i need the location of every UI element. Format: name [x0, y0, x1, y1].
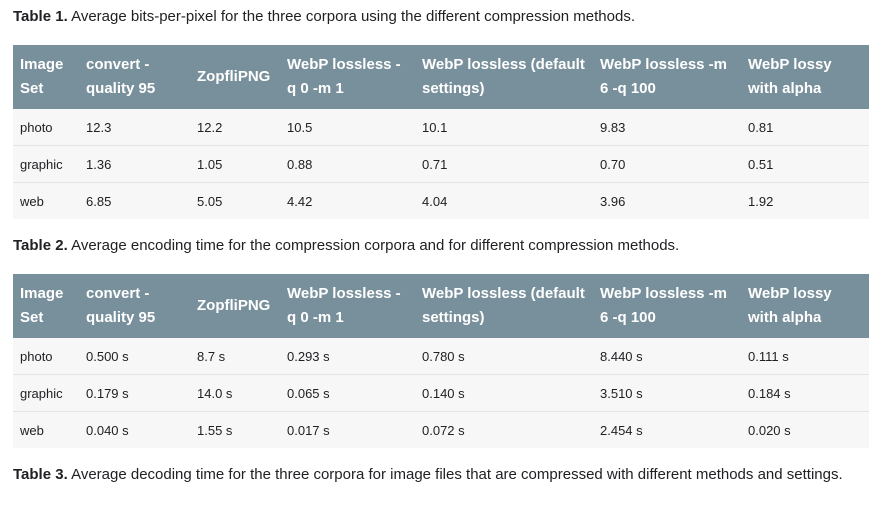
cell: 0.71: [415, 145, 593, 183]
cell: 1.55 s: [190, 411, 280, 448]
cell: 0.51: [741, 145, 869, 183]
header-image-set: Image Set: [13, 45, 79, 109]
cell: 0.072 s: [415, 411, 593, 448]
cell: 2.454 s: [593, 411, 741, 448]
header-convert: convert - quality 95: [79, 45, 190, 109]
table1-caption: Table 1. Average bits-per-pixel for the …: [13, 5, 863, 29]
table3-caption-text: Average decoding time for the three corp…: [67, 466, 843, 483]
cell: 10.5: [280, 109, 415, 146]
cell: 0.70: [593, 145, 741, 183]
header-zopflipng: ZopfliPNG: [190, 45, 280, 109]
cell: 0.020 s: [741, 411, 869, 448]
table1-header-row: Image Set convert - quality 95 ZopfliPNG…: [13, 45, 869, 109]
cell: 3.510 s: [593, 374, 741, 412]
header-webp-lossless-default: WebP lossless (default settings): [415, 274, 593, 338]
cell: 1.05: [190, 145, 280, 183]
cell: photo: [13, 338, 79, 375]
cell: 6.85: [79, 182, 190, 219]
header-webp-lossy-alpha: WebP lossy with alpha: [741, 45, 869, 109]
table2-caption-text: Average encoding time for the compressio…: [67, 237, 680, 254]
table-row: graphic 1.36 1.05 0.88 0.71 0.70 0.51: [13, 145, 869, 183]
cell: 4.42: [280, 182, 415, 219]
table-row: web 0.040 s 1.55 s 0.017 s 0.072 s 2.454…: [13, 411, 869, 448]
cell: 9.83: [593, 109, 741, 146]
table-row: photo 12.3 12.2 10.5 10.1 9.83 0.81: [13, 109, 869, 146]
header-image-set: Image Set: [13, 274, 79, 338]
table1-label: Table 1.: [13, 8, 68, 25]
header-webp-lossy-alpha: WebP lossy with alpha: [741, 274, 869, 338]
header-convert: convert - quality 95: [79, 274, 190, 338]
header-webp-lossless-m6: WebP lossless -m 6 -q 100: [593, 45, 741, 109]
cell: 14.0 s: [190, 374, 280, 412]
cell: 0.179 s: [79, 374, 190, 412]
cell: 0.111 s: [741, 338, 869, 375]
cell: 10.1: [415, 109, 593, 146]
table1: Image Set convert - quality 95 ZopfliPNG…: [13, 45, 869, 219]
table-row: graphic 0.179 s 14.0 s 0.065 s 0.140 s 3…: [13, 374, 869, 412]
cell: 3.96: [593, 182, 741, 219]
table2-header-row: Image Set convert - quality 95 ZopfliPNG…: [13, 274, 869, 338]
table3-label: Table 3.: [13, 466, 68, 483]
header-webp-lossless-m6: WebP lossless -m 6 -q 100: [593, 274, 741, 338]
table1-caption-text: Average bits-per-pixel for the three cor…: [67, 8, 636, 25]
cell: 1.92: [741, 182, 869, 219]
cell: 0.065 s: [280, 374, 415, 412]
cell: 0.81: [741, 109, 869, 146]
cell: 0.184 s: [741, 374, 869, 412]
header-webp-lossless-q0: WebP lossless - q 0 -m 1: [280, 45, 415, 109]
cell: 0.780 s: [415, 338, 593, 375]
cell: 0.500 s: [79, 338, 190, 375]
header-zopflipng: ZopfliPNG: [190, 274, 280, 338]
cell: 8.7 s: [190, 338, 280, 375]
cell: 8.440 s: [593, 338, 741, 375]
header-webp-lossless-q0: WebP lossless - q 0 -m 1: [280, 274, 415, 338]
cell: 4.04: [415, 182, 593, 219]
cell: photo: [13, 109, 79, 146]
cell: 0.140 s: [415, 374, 593, 412]
cell: 12.3: [79, 109, 190, 146]
cell: 1.36: [79, 145, 190, 183]
table2-caption: Table 2. Average encoding time for the c…: [13, 234, 863, 258]
table-row: web 6.85 5.05 4.42 4.04 3.96 1.92: [13, 182, 869, 219]
cell: 12.2: [190, 109, 280, 146]
cell: 5.05: [190, 182, 280, 219]
cell: web: [13, 182, 79, 219]
cell: 0.040 s: [79, 411, 190, 448]
cell: graphic: [13, 374, 79, 412]
cell: web: [13, 411, 79, 448]
table2-label: Table 2.: [13, 237, 68, 254]
cell: graphic: [13, 145, 79, 183]
table2: Image Set convert - quality 95 ZopfliPNG…: [13, 274, 869, 448]
table-row: photo 0.500 s 8.7 s 0.293 s 0.780 s 8.44…: [13, 338, 869, 375]
header-webp-lossless-default: WebP lossless (default settings): [415, 45, 593, 109]
table3-caption: Table 3. Average decoding time for the t…: [13, 463, 863, 487]
cell: 0.88: [280, 145, 415, 183]
cell: 0.293 s: [280, 338, 415, 375]
cell: 0.017 s: [280, 411, 415, 448]
